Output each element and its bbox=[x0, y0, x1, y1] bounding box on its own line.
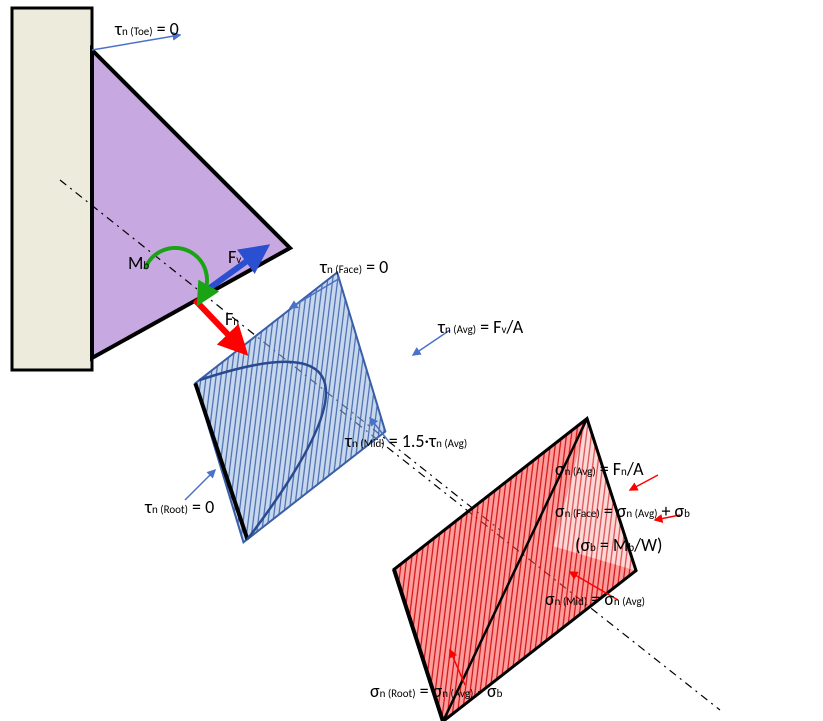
label-sig-avg: σn (Avg) = Fn/A bbox=[555, 460, 644, 480]
label-tau-toe: τn (Toe) = 0 bbox=[115, 20, 179, 40]
diagram-canvas bbox=[0, 0, 823, 721]
label-sig-mid: σn (Mid) = σn (Avg) bbox=[545, 590, 645, 610]
label-tau-mid: τn (Mid) = 1.5·τn (Avg) bbox=[345, 432, 467, 452]
label-fn: Fn bbox=[225, 310, 239, 330]
label-tau-root: τn (Root) = 0 bbox=[145, 498, 214, 518]
label-sig-root: σn (Root) = σn (Avg) - σb bbox=[370, 682, 502, 702]
label-tau-face: τn (Face) = 0 bbox=[320, 258, 388, 278]
label-tau-avg: τn (Avg) = Fv/A bbox=[438, 318, 523, 338]
plate bbox=[12, 8, 92, 370]
label-sig-face: σn (Face) = σn (Avg) + σb bbox=[555, 502, 690, 522]
label-sig-bdef: (σb = Mb/W) bbox=[575, 536, 663, 556]
label-mb: Mb bbox=[128, 254, 149, 274]
label-fv: Fv bbox=[228, 248, 241, 268]
weld-fillet bbox=[92, 50, 290, 358]
